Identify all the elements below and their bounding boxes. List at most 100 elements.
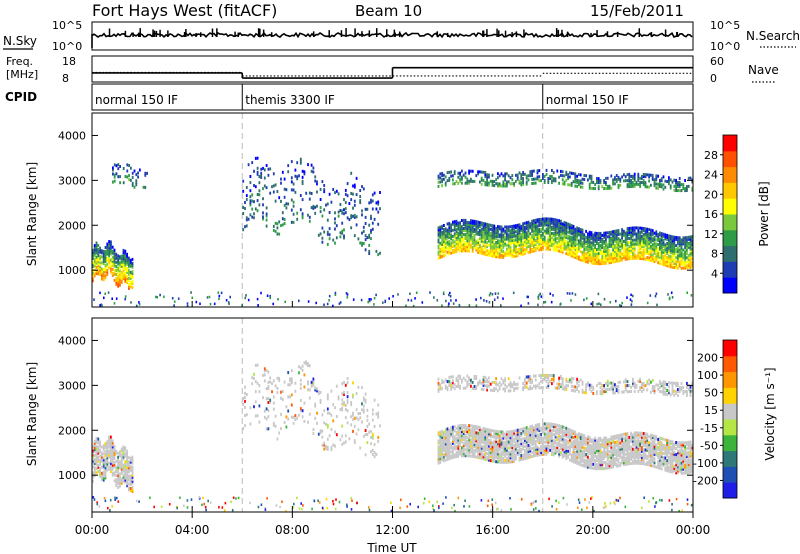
- range-cell: [587, 248, 589, 252]
- range-cell: [522, 177, 524, 180]
- range-cell: [107, 506, 109, 510]
- range-cell: [556, 220, 559, 224]
- nsky-panel: N.Sky 10^5 10^0 10^5 10^0 N.Search: [3, 19, 800, 53]
- range-cell: [344, 207, 347, 211]
- range-cell: [669, 243, 672, 246]
- range-cell: [111, 457, 114, 461]
- range-cell: [444, 432, 447, 436]
- range-cell: [605, 176, 607, 180]
- range-cell: [605, 257, 607, 261]
- range-cell: [461, 424, 463, 427]
- range-cell: [641, 240, 643, 244]
- range-cell: [437, 433, 440, 437]
- range-cell: [587, 244, 589, 248]
- range-cell: [124, 464, 127, 468]
- range-cell: [572, 233, 575, 236]
- range-cell: [446, 179, 449, 183]
- range-cell: [488, 432, 490, 436]
- range-cell: [542, 245, 544, 249]
- range-cell: [554, 220, 557, 224]
- range-cell: [468, 227, 470, 231]
- power-frame: [91, 112, 694, 308]
- range-cell: [455, 432, 458, 436]
- range-cell: [486, 253, 488, 257]
- range-cell: [498, 233, 501, 237]
- range-cell: [126, 480, 128, 484]
- range-cell: [484, 441, 487, 445]
- range-cell: [635, 256, 638, 260]
- range-cell: [516, 449, 519, 452]
- range-cell: [312, 432, 315, 436]
- range-cell: [601, 254, 604, 258]
- range-cell: [498, 227, 501, 231]
- range-cell: [671, 508, 673, 512]
- range-cell: [439, 432, 442, 436]
- range-cell: [120, 272, 123, 276]
- range-cell: [691, 253, 694, 257]
- range-cell: [687, 235, 690, 239]
- range-cell: [439, 227, 442, 231]
- range-cell: [95, 463, 98, 467]
- range-cell: [603, 262, 605, 265]
- range-cell: [536, 447, 539, 451]
- range-cell: [635, 236, 638, 240]
- range-cell: [506, 184, 508, 188]
- range-cell: [570, 228, 573, 232]
- range-cell: [588, 240, 591, 244]
- range-cell: [461, 227, 463, 231]
- range-cell: [461, 438, 463, 442]
- range-cell: [657, 255, 659, 259]
- range-cell: [357, 412, 360, 416]
- range-cell: [502, 448, 505, 452]
- range-cell: [648, 234, 650, 238]
- range-cell: [128, 258, 130, 262]
- range-cell: [623, 229, 625, 233]
- range-cell: [104, 474, 107, 478]
- range-cell: [129, 476, 132, 480]
- range-cell: [610, 260, 613, 264]
- range-cell: [687, 237, 690, 241]
- range-cell: [93, 272, 96, 276]
- range-cell: [500, 446, 503, 450]
- range-cell: [480, 296, 482, 300]
- range-cell: [441, 433, 443, 437]
- range-cell: [578, 501, 581, 504]
- range-cell: [108, 461, 110, 465]
- range-cell: [119, 165, 121, 168]
- range-cell: [495, 241, 497, 244]
- range-cell: [92, 465, 94, 469]
- range-cell: [632, 174, 634, 178]
- range-cell: [581, 242, 584, 246]
- range-cell: [633, 238, 636, 242]
- range-cell: [560, 242, 562, 245]
- range-cell: [585, 235, 587, 239]
- range-cell: [450, 247, 452, 251]
- range-cell: [475, 246, 478, 250]
- range-cell: [664, 251, 667, 255]
- range-cell: [484, 443, 487, 447]
- range-cell: [576, 254, 578, 258]
- range-cell: [486, 458, 488, 462]
- range-cell: [290, 379, 293, 383]
- range-cell: [450, 223, 452, 227]
- range-cell: [344, 408, 347, 411]
- range-cell: [477, 172, 479, 176]
- range-cell: [362, 242, 365, 245]
- range-cell: [446, 171, 449, 175]
- range-cell: [522, 171, 524, 174]
- range-cell: [635, 238, 638, 242]
- range-cell: [540, 248, 542, 252]
- range-cell: [450, 299, 452, 302]
- range-cell: [491, 232, 494, 236]
- range-cell: [565, 221, 568, 225]
- range-cell: [370, 237, 372, 241]
- range-cell: [648, 228, 650, 232]
- range-cell: [361, 209, 363, 213]
- range-cell: [115, 474, 118, 477]
- range-cell: [323, 443, 326, 447]
- range-cell: [473, 453, 476, 457]
- range-cell: [488, 173, 490, 177]
- range-cell: [639, 250, 641, 254]
- range-cell: [449, 295, 452, 298]
- range-cell: [99, 448, 101, 452]
